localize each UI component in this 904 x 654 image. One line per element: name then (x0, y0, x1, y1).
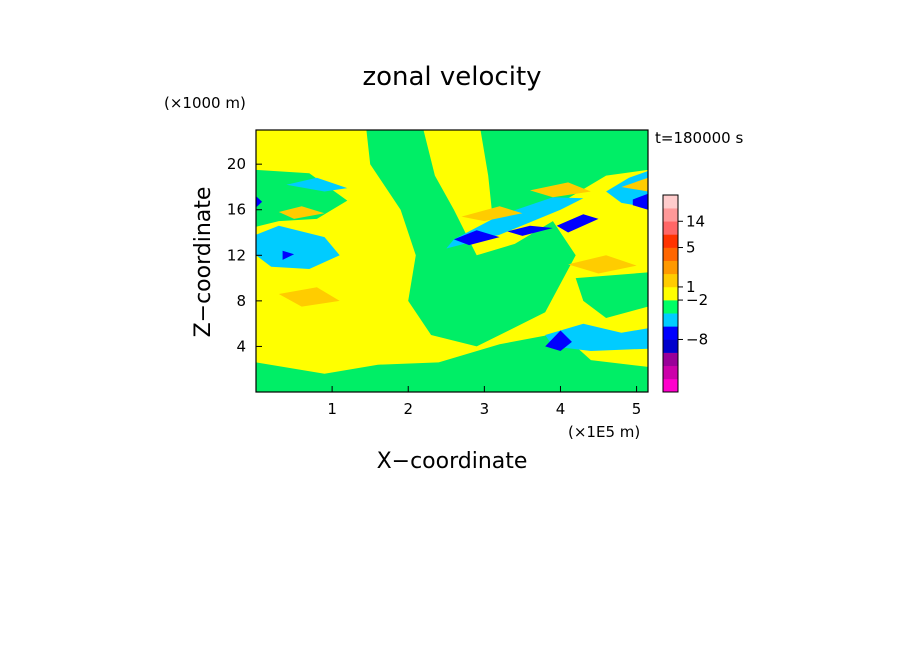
colorbar-swatch (663, 313, 678, 327)
y-axis-ticks: 4 8 12 16 20 (227, 155, 262, 355)
contour-region-19 (568, 255, 637, 274)
colorbar-swatch (663, 234, 678, 248)
contour-region-11 (507, 225, 553, 236)
contour-region-6 (286, 177, 348, 192)
y-tick-label: 8 (236, 292, 246, 310)
y-axis-unit: (×1000 m) (164, 94, 246, 112)
colorbar-swatch (663, 273, 678, 288)
contour-region-16 (282, 250, 295, 260)
colorbar-swatch (663, 365, 678, 380)
colorbar-label: 14 (686, 212, 705, 230)
x-tick-label: 3 (480, 400, 490, 418)
x-tick-label: 5 (632, 400, 642, 418)
contour-region-10 (453, 230, 500, 246)
contour-region-0 (256, 130, 576, 347)
colorbar-swatch (663, 326, 678, 340)
x-tick-label: 4 (556, 400, 566, 418)
colorbar-swatch (663, 286, 678, 301)
colorbar-label: −8 (686, 330, 708, 348)
contour-region-1 (480, 130, 648, 216)
contour-region-12 (556, 214, 599, 233)
plot-frame (255, 129, 649, 393)
time-label: t=180000 s (655, 129, 743, 147)
y-axis-label: Z−coordinate (191, 187, 216, 338)
contour-region-18 (278, 287, 340, 307)
colorbar-label: 1 (686, 278, 696, 296)
x-axis-unit: (×1E5 m) (568, 423, 640, 441)
colorbar-swatch (663, 247, 678, 261)
contour-region-17 (278, 206, 325, 219)
contour-region-13 (545, 330, 572, 351)
colorbar-label: 5 (686, 239, 696, 257)
colorbar-frame (662, 194, 679, 393)
x-tick-label: 1 (327, 400, 337, 418)
contour-region-21 (621, 177, 648, 192)
contour-region-4 (575, 272, 648, 318)
contour-region-5 (256, 225, 340, 269)
contour-fields (256, 130, 648, 392)
x-axis-label: X−coordinate (377, 449, 528, 474)
y-tick-label: 12 (227, 246, 246, 264)
y-tick-label: 4 (236, 337, 246, 355)
colorbar-swatch (663, 339, 678, 353)
colorbar-swatch (663, 208, 678, 222)
colorbar-swatch (663, 352, 678, 367)
contour-region-8 (545, 323, 648, 351)
colorbar-swatch (663, 260, 678, 275)
colorbar-swatch (663, 378, 678, 393)
colorbar-labels: 14 5 1−2 −8 (678, 212, 708, 348)
y-tick-label: 16 (227, 201, 246, 219)
colorbar-swatch (663, 195, 678, 209)
chart-title: zonal velocity (362, 62, 541, 92)
colorbar-swatch (663, 221, 678, 235)
colorbar (662, 194, 679, 393)
y-tick-label: 20 (227, 155, 246, 173)
x-axis-ticks: 1 2 3 4 5 (327, 386, 641, 418)
contour-region-15 (256, 196, 263, 208)
contour-region-20 (530, 182, 591, 198)
colorbar-label: −2 (686, 291, 708, 309)
colorbar-swatch (663, 300, 678, 314)
contour-region-14 (632, 193, 648, 210)
x-tick-label: 2 (403, 400, 413, 418)
contour-region-22 (461, 206, 523, 222)
contour-region-2 (256, 169, 348, 227)
